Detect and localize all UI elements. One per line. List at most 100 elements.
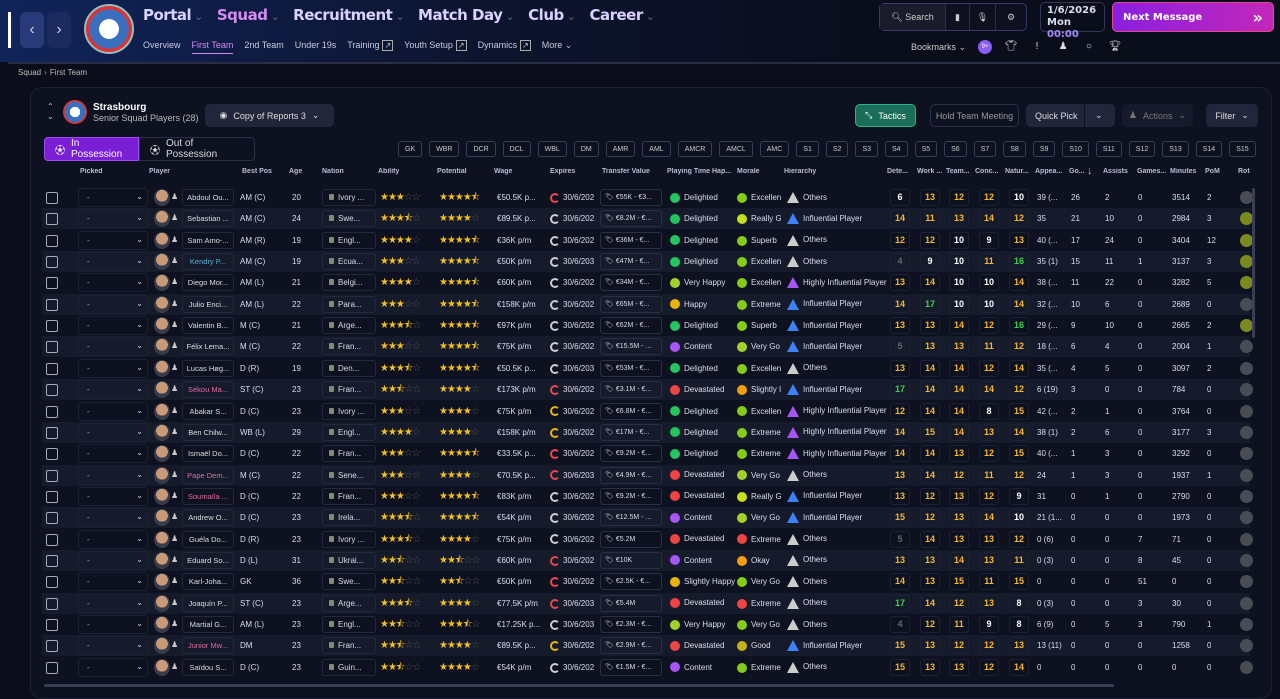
forward-button[interactable]: ›: [47, 12, 71, 48]
transfer-value[interactable]: 🏷︎ €6.8M - €...: [600, 402, 662, 420]
picked-dropdown[interactable]: - ⌄: [78, 273, 148, 293]
row-checkbox[interactable]: [46, 277, 58, 290]
player-name[interactable]: Julio Enci...: [182, 295, 234, 313]
subnav-item[interactable]: 2nd Team: [244, 40, 283, 54]
table-row[interactable]: - ⌄ ♟ Martial G... AM (L) 23 Engl... ★★⯪☆☆ ★★★⯪☆…: [42, 614, 1253, 635]
player-name[interactable]: Ismaël Do...: [182, 445, 234, 463]
position-chip[interactable]: WBR: [429, 141, 460, 157]
player-name[interactable]: Martial G...: [182, 616, 234, 633]
table-row[interactable]: - ⌄ ♟ Lucas Høg... D (R) 19 Den... ★★★⯪☆ ★★★★⯪ €5…: [42, 358, 1253, 379]
nav-match-day[interactable]: Match Day ⌄: [418, 6, 515, 24]
nation[interactable]: Sene...: [322, 466, 376, 484]
transfer-value[interactable]: 🏷︎ €53M - €...: [600, 359, 662, 377]
transfer-value[interactable]: 🏷︎ €2.9M - €...: [600, 637, 662, 655]
table-row[interactable]: - ⌄ ♟ Félix Lema... M (C) 22 Fran... ★★★☆☆ ★★★★⯪…: [42, 336, 1253, 358]
nav-club[interactable]: Club ⌄: [528, 6, 576, 24]
nation[interactable]: Ukrai...: [322, 551, 376, 569]
transfer-value[interactable]: 🏷︎ €62M - €...: [600, 317, 662, 335]
table-row[interactable]: - ⌄ ♟ Eduard So... D (L) 31 Ukrai... ★★⯪☆☆ ★★⯪☆☆…: [42, 549, 1253, 571]
row-checkbox[interactable]: [46, 426, 58, 439]
column-header[interactable]: Nation: [322, 168, 344, 175]
inbox-badge[interactable]: 9+: [978, 40, 993, 54]
row-checkbox[interactable]: [46, 256, 58, 269]
nation[interactable]: Ivory ...: [322, 402, 376, 420]
column-header[interactable]: Wage: [494, 168, 513, 175]
transfer-value[interactable]: 🏷︎ €34M - €...: [600, 274, 662, 292]
position-chip[interactable]: DCL: [502, 141, 531, 157]
column-header[interactable]: Morale: [737, 168, 760, 175]
table-row[interactable]: - ⌄ ♟ Guéla Do... D (R) 23 Ivory ... ★★★⯪☆ ★★★★☆…: [42, 529, 1253, 550]
column-header[interactable]: Expires: [550, 168, 576, 175]
column-header[interactable]: Age: [289, 168, 303, 175]
table-row[interactable]: - ⌄ ♟ Ismaël Do... D (C) 22 Fran... ★★★☆☆ ★★★★⯪ €…: [42, 443, 1253, 464]
transfer-value[interactable]: 🏷︎ €65M - €...: [600, 295, 662, 313]
picked-dropdown[interactable]: - ⌄: [78, 572, 148, 592]
column-header[interactable]: Minutes: [1170, 168, 1197, 175]
player-name[interactable]: Sékou Ma...: [182, 381, 234, 399]
microphone-icon[interactable]: 🎙︎: [970, 4, 996, 30]
row-checkbox[interactable]: [46, 554, 58, 567]
row-checkbox[interactable]: [46, 533, 58, 546]
column-header[interactable]: Dete...: [887, 168, 909, 175]
table-row[interactable]: - ⌄ ♟ Diego Mor... AM (L) 21 Belgi... ★★★★☆ ★★★★…: [42, 272, 1253, 293]
subnav-item[interactable]: Youth Setup ↗: [404, 40, 467, 54]
transfer-value[interactable]: 🏷︎ €55K - €3...: [600, 189, 662, 206]
transfer-value[interactable]: 🏷︎ €1.5M - €...: [600, 658, 662, 676]
staff-icon[interactable]: ♟: [1058, 41, 1068, 52]
column-header[interactable]: Rot: [1238, 168, 1250, 175]
row-checkbox[interactable]: [46, 619, 58, 631]
table-row[interactable]: - ⌄ ♟ Julio Enci... AM (L) 22 Para... ★★★☆☆ ★★★★…: [42, 293, 1253, 315]
transfer-value[interactable]: 🏷︎ €5.4M: [600, 594, 662, 612]
position-chip[interactable]: S4: [885, 141, 908, 157]
quick-pick-dropdown[interactable]: ⌄: [1084, 104, 1103, 127]
position-chip[interactable]: S9: [1032, 141, 1056, 157]
nation[interactable]: Fran...: [322, 637, 376, 655]
picked-dropdown[interactable]: - ⌄: [78, 422, 148, 442]
picked-dropdown[interactable]: - ⌄: [78, 486, 148, 506]
transfer-value[interactable]: 🏷︎ €36M - €...: [600, 231, 662, 249]
position-chip[interactable]: S12: [1128, 141, 1156, 157]
row-checkbox[interactable]: [46, 576, 58, 589]
nation[interactable]: Swe...: [322, 573, 376, 591]
next-message-button[interactable]: Next Message »: [1112, 2, 1274, 32]
position-chip[interactable]: DM: [573, 141, 599, 157]
table-row[interactable]: - ⌄ ♟ Sebastian ... AM (C) 24 Swe... ★★★⯪☆ ★★★★☆…: [42, 208, 1253, 230]
subnav-item[interactable]: Under 19s: [295, 40, 337, 54]
picked-dropdown[interactable]: - ⌄: [78, 294, 148, 314]
player-name[interactable]: Abdoul Ou...: [182, 189, 234, 206]
picked-dropdown[interactable]: - ⌄: [78, 657, 148, 677]
team-switch-arrows[interactable]: ⌃ ⌄: [47, 102, 54, 121]
player-name[interactable]: Sebastian ...: [182, 210, 234, 228]
player-name[interactable]: Andrew O...: [182, 509, 234, 527]
position-chip[interactable]: AML: [642, 141, 671, 157]
table-row[interactable]: - ⌄ ♟ Kendry P... AM (C) 19 Ecua... ★★★☆☆ ★★★★⯪ €…: [42, 251, 1253, 273]
picked-dropdown[interactable]: - ⌄: [78, 465, 148, 485]
player-name[interactable]: Pape Dem...: [182, 466, 234, 484]
nation[interactable]: Ivory ...: [322, 189, 376, 206]
player-name[interactable]: Joaquín P...: [182, 594, 234, 612]
game-date[interactable]: 1/6/2026 Mon 00:00: [1040, 2, 1105, 40]
actions-button[interactable]: ♟ Actions ⌄: [1122, 104, 1193, 127]
picked-dropdown[interactable]: - ⌄: [78, 508, 148, 528]
transfer-value[interactable]: 🏷︎ €17M - €...: [600, 423, 662, 441]
row-checkbox[interactable]: [46, 640, 58, 653]
position-chip[interactable]: S2: [825, 141, 849, 157]
table-row[interactable]: - ⌄ ♟ Sam Amo-... AM (R) 19 Engl... ★★★★☆ ★★★★⯪ €…: [42, 230, 1253, 251]
nation[interactable]: Arge...: [322, 594, 376, 612]
nation[interactable]: Fran...: [322, 445, 376, 463]
player-name[interactable]: Eduard So...: [182, 551, 234, 569]
row-checkbox[interactable]: [46, 597, 58, 610]
nation[interactable]: Fran...: [322, 338, 376, 356]
quick-pick-button[interactable]: Quick Pick ⌄: [1026, 104, 1115, 127]
column-header[interactable]: Team...: [946, 168, 970, 175]
table-row[interactable]: - ⌄ ♟ Abdoul Ou... AM (C) 20 Ivory ... ★★★☆☆ ★★★…: [42, 187, 1253, 208]
nation[interactable]: Belgi...: [322, 274, 376, 292]
player-name[interactable]: Ben Chilw...: [182, 423, 234, 441]
refresh-icon[interactable]: ○: [1086, 41, 1093, 52]
table-row[interactable]: - ⌄ ♟ Junior Mw... DM 23 Fran... ★★⯪☆☆ ★★★★☆ €89.…: [42, 635, 1253, 657]
position-chip[interactable]: S1: [796, 141, 819, 157]
back-button[interactable]: ‹: [20, 12, 44, 48]
column-header[interactable]: Ability: [378, 168, 400, 175]
trophy-icon[interactable]: 🏆︎: [1108, 41, 1122, 52]
row-checkbox[interactable]: [46, 512, 58, 525]
